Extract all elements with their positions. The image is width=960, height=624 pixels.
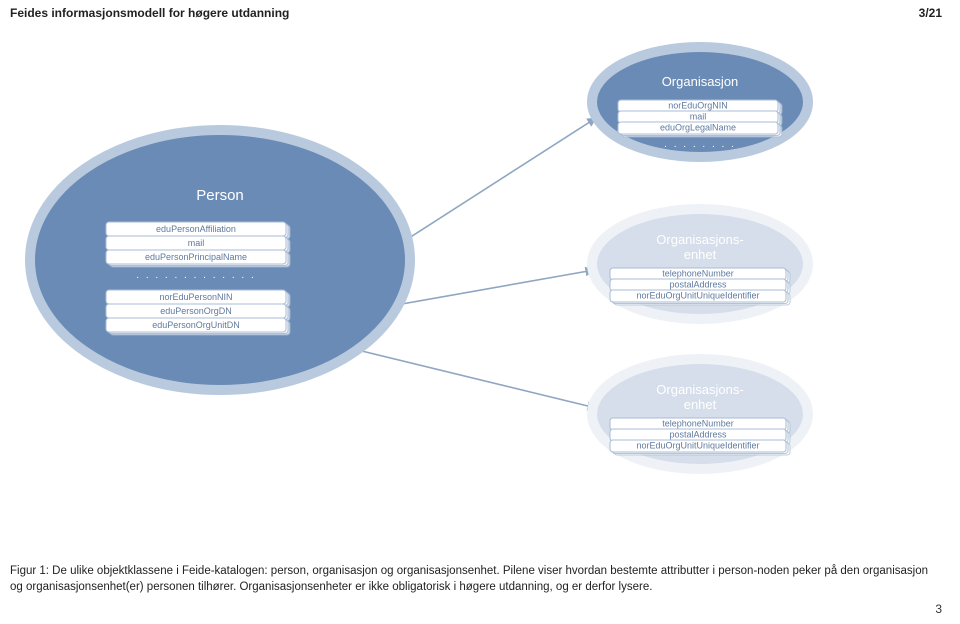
node-title: enhet [684,397,717,412]
ellipsis-dots: . . . . . . . . [664,307,736,318]
attribute-label: postalAddress [669,430,727,440]
node-title: Person [196,187,244,204]
node-title: Organisasjons- [656,232,743,247]
ellipsis-dots: . . . . . . . . [664,139,736,150]
footer-page-number: 3 [935,602,942,616]
figure-caption: Figur 1: De ulike objektklassene i Feide… [10,563,942,596]
attribute-label: mail [188,238,205,248]
attribute-label: mail [690,112,707,122]
organisasjonsenhet-node: Organisasjons-enhet telephoneNumberpostal… [592,359,808,469]
diagram-canvas: Person eduPersonAffiliation mail eduPersonP… [0,0,960,624]
node-title: Organisasjon [662,74,739,89]
attribute-label: postalAddress [669,280,727,290]
person-node: Person eduPersonAffiliation mail eduPersonP… [30,130,410,390]
node-title: enhet [684,247,717,262]
attribute-label: norEduOrgUnitUniqueIdentifier [636,291,759,301]
organisasjonsenhet-node: Organisasjons-enhet telephoneNumberpostal… [592,209,808,319]
organisasjon-node: Organisasjon norEduOrgNINmaileduOrgLegalN… [592,47,808,157]
attribute-label: eduPersonOrgDN [160,306,232,316]
attribute-label: telephoneNumber [662,419,734,429]
attribute-label: eduPersonAffiliation [156,224,236,234]
attribute-label: norEduOrgUnitUniqueIdentifier [636,441,759,451]
ellipsis-dots: . . . . . . . . [664,457,736,468]
node-title: Organisasjons- [656,382,743,397]
ellipsis-dots: . . . . . . . . . . . . . [136,270,255,281]
attribute-label: telephoneNumber [662,269,734,279]
page: Feides informasjonsmodell for høgere utd… [0,0,960,624]
attribute-label: norEduOrgNIN [668,101,728,111]
attribute-label: norEduPersonNIN [159,292,232,302]
attribute-label: eduPersonOrgUnitDN [152,320,240,330]
attribute-label: eduPersonPrincipalName [145,252,247,262]
attribute-label: eduOrgLegalName [660,123,736,133]
